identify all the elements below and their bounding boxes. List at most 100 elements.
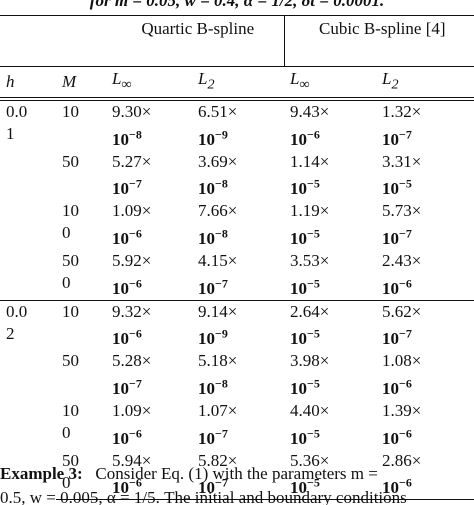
power-base: 10 — [382, 228, 399, 248]
power: 10−5 — [290, 276, 320, 298]
m-cell: 10 — [56, 99, 106, 151]
error-cell: 5.92× 10−6 — [106, 250, 192, 300]
data-row: 0.01 10 9.30× 10−8 6.51× 10−9 9.43× 10−6 1.32× 10… — [0, 99, 474, 151]
error-cell: 1.09× 10−6 — [106, 400, 192, 450]
header-symbol: h — [6, 72, 15, 91]
column-header: L2 — [376, 66, 474, 101]
power-base: 10 — [112, 129, 129, 149]
data-row: 100 1.09× 10−6 1.07× 10−7 4.40× 10−5 1.39× 10−6 — [0, 400, 474, 450]
power-exponent: −5 — [307, 376, 320, 391]
power: 10−5 — [382, 176, 412, 199]
power-exponent: −6 — [307, 127, 320, 141]
power-base: 10 — [382, 428, 399, 448]
m-value: 500 — [62, 250, 79, 292]
power-base: 10 — [382, 278, 399, 298]
mantissa: 9.14× — [198, 301, 238, 321]
error-cell: 3.53× 10−5 — [284, 250, 376, 300]
error-cell: 1.14× 10−5 — [284, 151, 376, 201]
data-row: 100 1.09× 10−6 7.66× 10−8 1.19× 10−5 5.73× 10−7 — [0, 200, 474, 250]
power-exponent: −6 — [399, 275, 412, 290]
mantissa: 7.66× — [198, 201, 238, 221]
power: 10−6 — [382, 275, 412, 298]
power-base: 10 — [112, 428, 129, 448]
power-exponent: −7 — [215, 425, 228, 440]
m-value: 500 — [62, 450, 79, 492]
power-exponent: −6 — [399, 425, 412, 440]
column-header: L2 — [192, 66, 284, 101]
power: 10−6 — [112, 226, 142, 248]
power: 10−5 — [290, 327, 320, 349]
error-cell: 2.64× 10−5 — [284, 299, 376, 351]
power-exponent: −6 — [129, 326, 142, 341]
mantissa: 5.36× — [290, 450, 330, 470]
power-exponent: −8 — [215, 226, 228, 241]
mantissa: 1.09× — [112, 201, 152, 221]
power: 10−5 — [290, 226, 320, 248]
m-value: 10 — [62, 301, 79, 321]
power-base: 10 — [112, 329, 129, 349]
group-header: Cubic B-spline [4] — [284, 15, 474, 67]
power: 10−5 — [290, 376, 320, 398]
power-base: 10 — [198, 278, 215, 298]
power-base: 10 — [290, 428, 307, 448]
m-value: 100 — [62, 400, 79, 442]
power-base: 10 — [112, 378, 129, 398]
power: 10−6 — [382, 425, 412, 448]
error-cell: 9.43× 10−6 — [284, 99, 376, 151]
data-row: 0.02 10 9.32× 10−6 9.14× 10−9 2.64× 10−5 5.62× 10… — [0, 299, 474, 500]
error-cell: 1.32× 10−7 — [376, 99, 474, 151]
error-cell: 5.82× 10−7 — [192, 449, 284, 501]
h-value: 0.02 — [6, 301, 28, 343]
power-exponent: −5 — [399, 176, 412, 191]
header-subscript: 2 — [207, 76, 215, 93]
results-table: Quartic B-spline Cubic B-spline [4] h M L∞… — [0, 15, 474, 501]
m-cell: 50 — [56, 151, 106, 201]
mantissa: 4.15× — [198, 250, 238, 270]
data-row: 50 5.28× 10−7 5.18× 10−8 3.98× 10−5 1.08× 10−6 — [0, 350, 474, 400]
power-exponent: −7 — [129, 376, 142, 391]
error-cell: 1.09× 10−6 — [106, 200, 192, 250]
m-cell: 100 — [56, 400, 106, 450]
m-cell: 500 — [56, 250, 106, 300]
mantissa: 9.30× — [112, 102, 152, 121]
mantissa: 1.32× — [382, 102, 422, 121]
power-base: 10 — [198, 378, 215, 398]
error-cell: 2.43× 10−6 — [376, 250, 474, 300]
power-exponent: −7 — [399, 127, 412, 141]
power: 10−8 — [198, 177, 228, 199]
power: 10−5 — [290, 476, 320, 498]
header-symbol: L — [112, 69, 122, 89]
power-base: 10 — [198, 179, 215, 199]
group-header: Quartic B-spline — [106, 15, 285, 67]
power-exponent: −8 — [215, 376, 228, 391]
power: 10−8 — [198, 376, 228, 398]
h-cell: 0.02 — [0, 299, 56, 500]
power-base: 10 — [382, 179, 399, 199]
power-exponent: −6 — [399, 376, 412, 391]
header-symbol: L — [290, 69, 300, 89]
power-exponent: −6 — [129, 226, 142, 241]
error-cell: 9.32× 10−6 — [106, 299, 192, 351]
power-exponent: −5 — [307, 226, 320, 241]
power-exponent: −5 — [307, 425, 320, 440]
m-value: 50 — [62, 351, 79, 371]
error-cell: 5.73× 10−7 — [376, 200, 474, 250]
error-cell: 9.14× 10−9 — [192, 299, 284, 351]
power: 10−6 — [382, 376, 412, 398]
power-base: 10 — [112, 278, 129, 298]
mantissa: 1.07× — [198, 400, 238, 420]
error-cell: 3.98× 10−5 — [284, 350, 376, 400]
mantissa: 1.39× — [382, 400, 422, 420]
power: 10−7 — [382, 327, 412, 349]
m-cell: 10 — [56, 299, 106, 351]
power: 10−7 — [198, 276, 228, 298]
paragraph-line: 0.5, w = 0.005, α = 1/5. The initial and… — [0, 488, 407, 505]
power: 10−7 — [198, 476, 228, 498]
error-cell: 5.18× 10−8 — [192, 350, 284, 400]
header-subscript: ∞ — [121, 76, 132, 93]
mantissa: 2.86× — [382, 450, 422, 470]
header-subscript: 2 — [391, 76, 399, 93]
data-row: 500 5.94× 10−6 5.82× 10−7 5.36× 10−5 2.86× 10−6 — [0, 449, 474, 501]
error-cell: 5.27× 10−7 — [106, 151, 192, 201]
